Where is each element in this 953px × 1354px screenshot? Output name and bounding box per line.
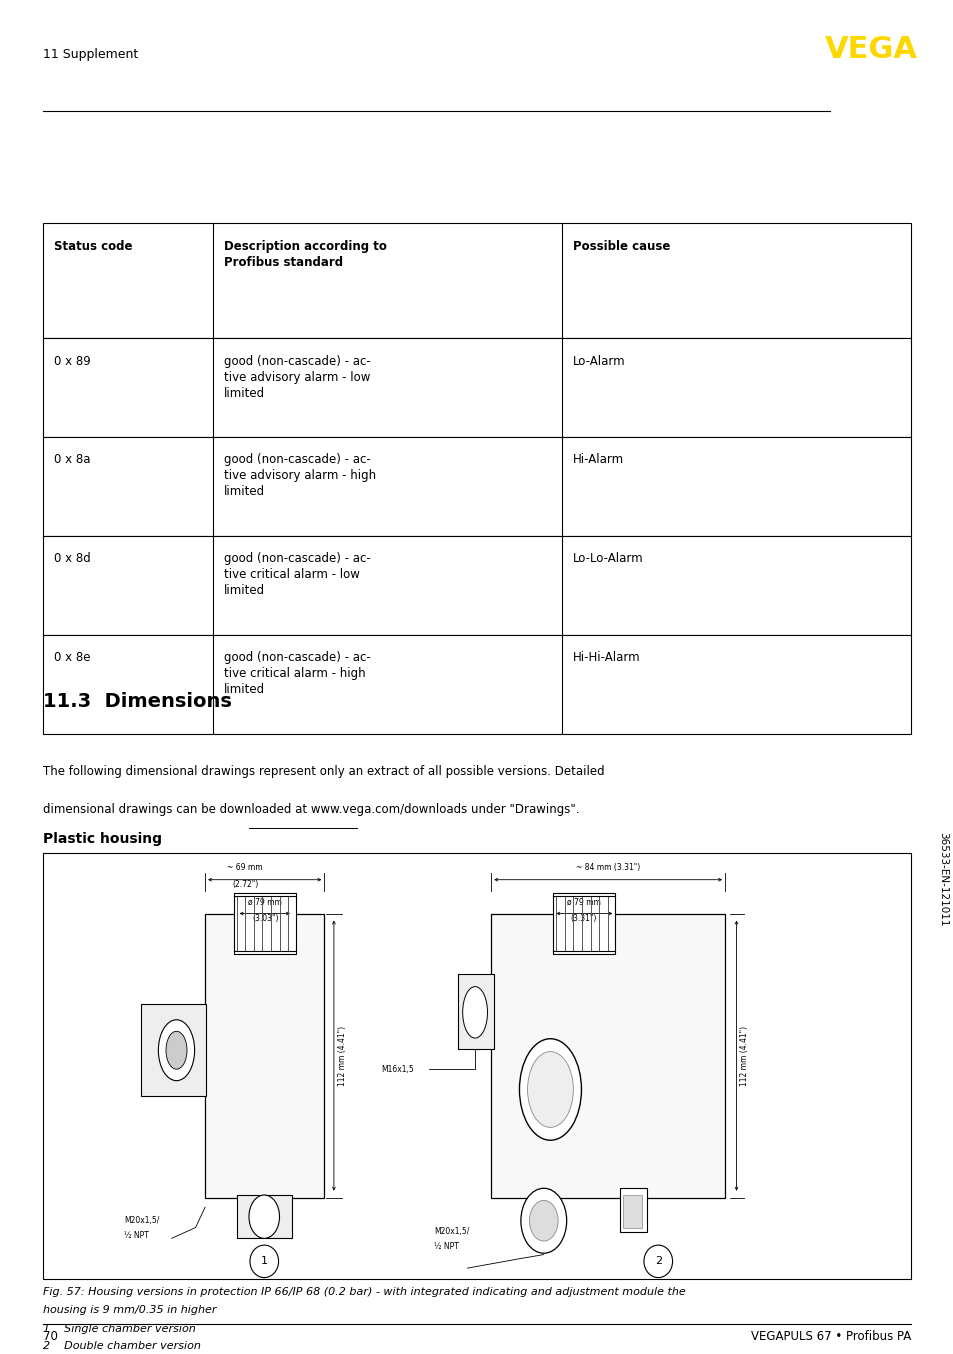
Text: 2: 2 [654,1257,661,1266]
Text: Hi-Hi-Alarm: Hi-Hi-Alarm [573,651,640,663]
Text: (3.03"): (3.03") [252,914,278,922]
Text: 36533-EN-121011: 36533-EN-121011 [937,833,946,927]
Text: Fig. 57: Housing versions in protection IP 66/IP 68 (0.2 bar) - with integrated : Fig. 57: Housing versions in protection … [43,1288,685,1297]
Text: Lo-Lo-Alarm: Lo-Lo-Alarm [573,552,643,565]
Text: M20x1,5/: M20x1,5/ [124,1216,159,1225]
Bar [43,338,910,437]
Bar [236,1196,292,1239]
Text: 112 mm (4.41"): 112 mm (4.41") [337,1025,346,1086]
Bar [43,536,910,635]
Text: Status code: Status code [54,240,132,253]
Ellipse shape [158,1020,194,1080]
Text: Description according to
Profibus standard: Description according to Profibus standa… [224,240,387,268]
Bar [491,914,724,1198]
Ellipse shape [249,1196,279,1239]
Text: (3.31"): (3.31") [570,914,597,922]
Bar [619,1189,646,1232]
Text: 0 x 8e: 0 x 8e [54,651,91,663]
Text: ø 79 mm: ø 79 mm [566,898,600,907]
Ellipse shape [643,1246,672,1278]
Text: 1: 1 [260,1257,268,1266]
Text: ~ 69 mm: ~ 69 mm [227,862,263,872]
Text: M16x1,5: M16x1,5 [381,1064,414,1074]
Ellipse shape [518,1039,580,1140]
Text: Lo-Alarm: Lo-Alarm [573,355,625,367]
Text: 112 mm (4.41"): 112 mm (4.41") [740,1025,748,1086]
Text: VEGA: VEGA [824,35,917,64]
Text: 0 x 8a: 0 x 8a [54,454,91,466]
Bar [233,894,295,955]
Text: (2.72"): (2.72") [232,880,258,888]
Text: good (non-cascade) - ac-
tive advisory alarm - low
limited: good (non-cascade) - ac- tive advisory a… [224,355,371,399]
Ellipse shape [166,1032,187,1070]
Text: 70: 70 [43,1331,58,1343]
Bar [553,894,615,955]
Text: ½ NPT: ½ NPT [124,1231,149,1240]
Ellipse shape [250,1246,278,1278]
Text: good (non-cascade) - ac-
tive advisory alarm - high
limited: good (non-cascade) - ac- tive advisory a… [224,454,376,498]
Text: housing is 9 mm/0.35 in higher: housing is 9 mm/0.35 in higher [43,1305,216,1315]
Text: 11.3  Dimensions: 11.3 Dimensions [43,692,232,711]
Ellipse shape [529,1201,558,1242]
Text: ½ NPT: ½ NPT [434,1242,458,1251]
FancyBboxPatch shape [141,1005,206,1097]
Bar [622,1196,641,1228]
Ellipse shape [462,987,487,1039]
Text: The following dimensional drawings represent only an extract of all possible ver: The following dimensional drawings repre… [43,765,604,777]
Text: VEGAPULS 67 • Profibus PA: VEGAPULS 67 • Profibus PA [750,1331,910,1343]
Text: 11 Supplement: 11 Supplement [43,47,138,61]
Text: good (non-cascade) - ac-
tive critical alarm - high
limited: good (non-cascade) - ac- tive critical a… [224,651,371,696]
Bar [43,635,910,734]
Text: ø 79 mm: ø 79 mm [248,898,282,907]
Text: Possible cause: Possible cause [573,240,670,253]
Ellipse shape [527,1052,573,1128]
Bar [457,975,494,1049]
Bar [43,437,910,536]
Text: 1    Single chamber version: 1 Single chamber version [43,1324,195,1334]
Text: 0 x 8d: 0 x 8d [54,552,91,565]
Bar [43,853,910,1280]
Text: 0 x 89: 0 x 89 [54,355,91,367]
Ellipse shape [520,1189,566,1254]
Text: dimensional drawings can be downloaded at www.vega.com/downloads under "Drawings: dimensional drawings can be downloaded a… [43,803,578,815]
Bar [43,223,910,338]
Text: ~ 84 mm (3.31"): ~ 84 mm (3.31") [576,862,639,872]
Text: Hi-Alarm: Hi-Alarm [573,454,624,466]
Text: M20x1,5/: M20x1,5/ [434,1227,469,1236]
Text: Plastic housing: Plastic housing [43,833,162,846]
Text: good (non-cascade) - ac-
tive critical alarm - low
limited: good (non-cascade) - ac- tive critical a… [224,552,371,597]
Bar [205,914,324,1198]
Text: 2    Double chamber version: 2 Double chamber version [43,1342,200,1351]
